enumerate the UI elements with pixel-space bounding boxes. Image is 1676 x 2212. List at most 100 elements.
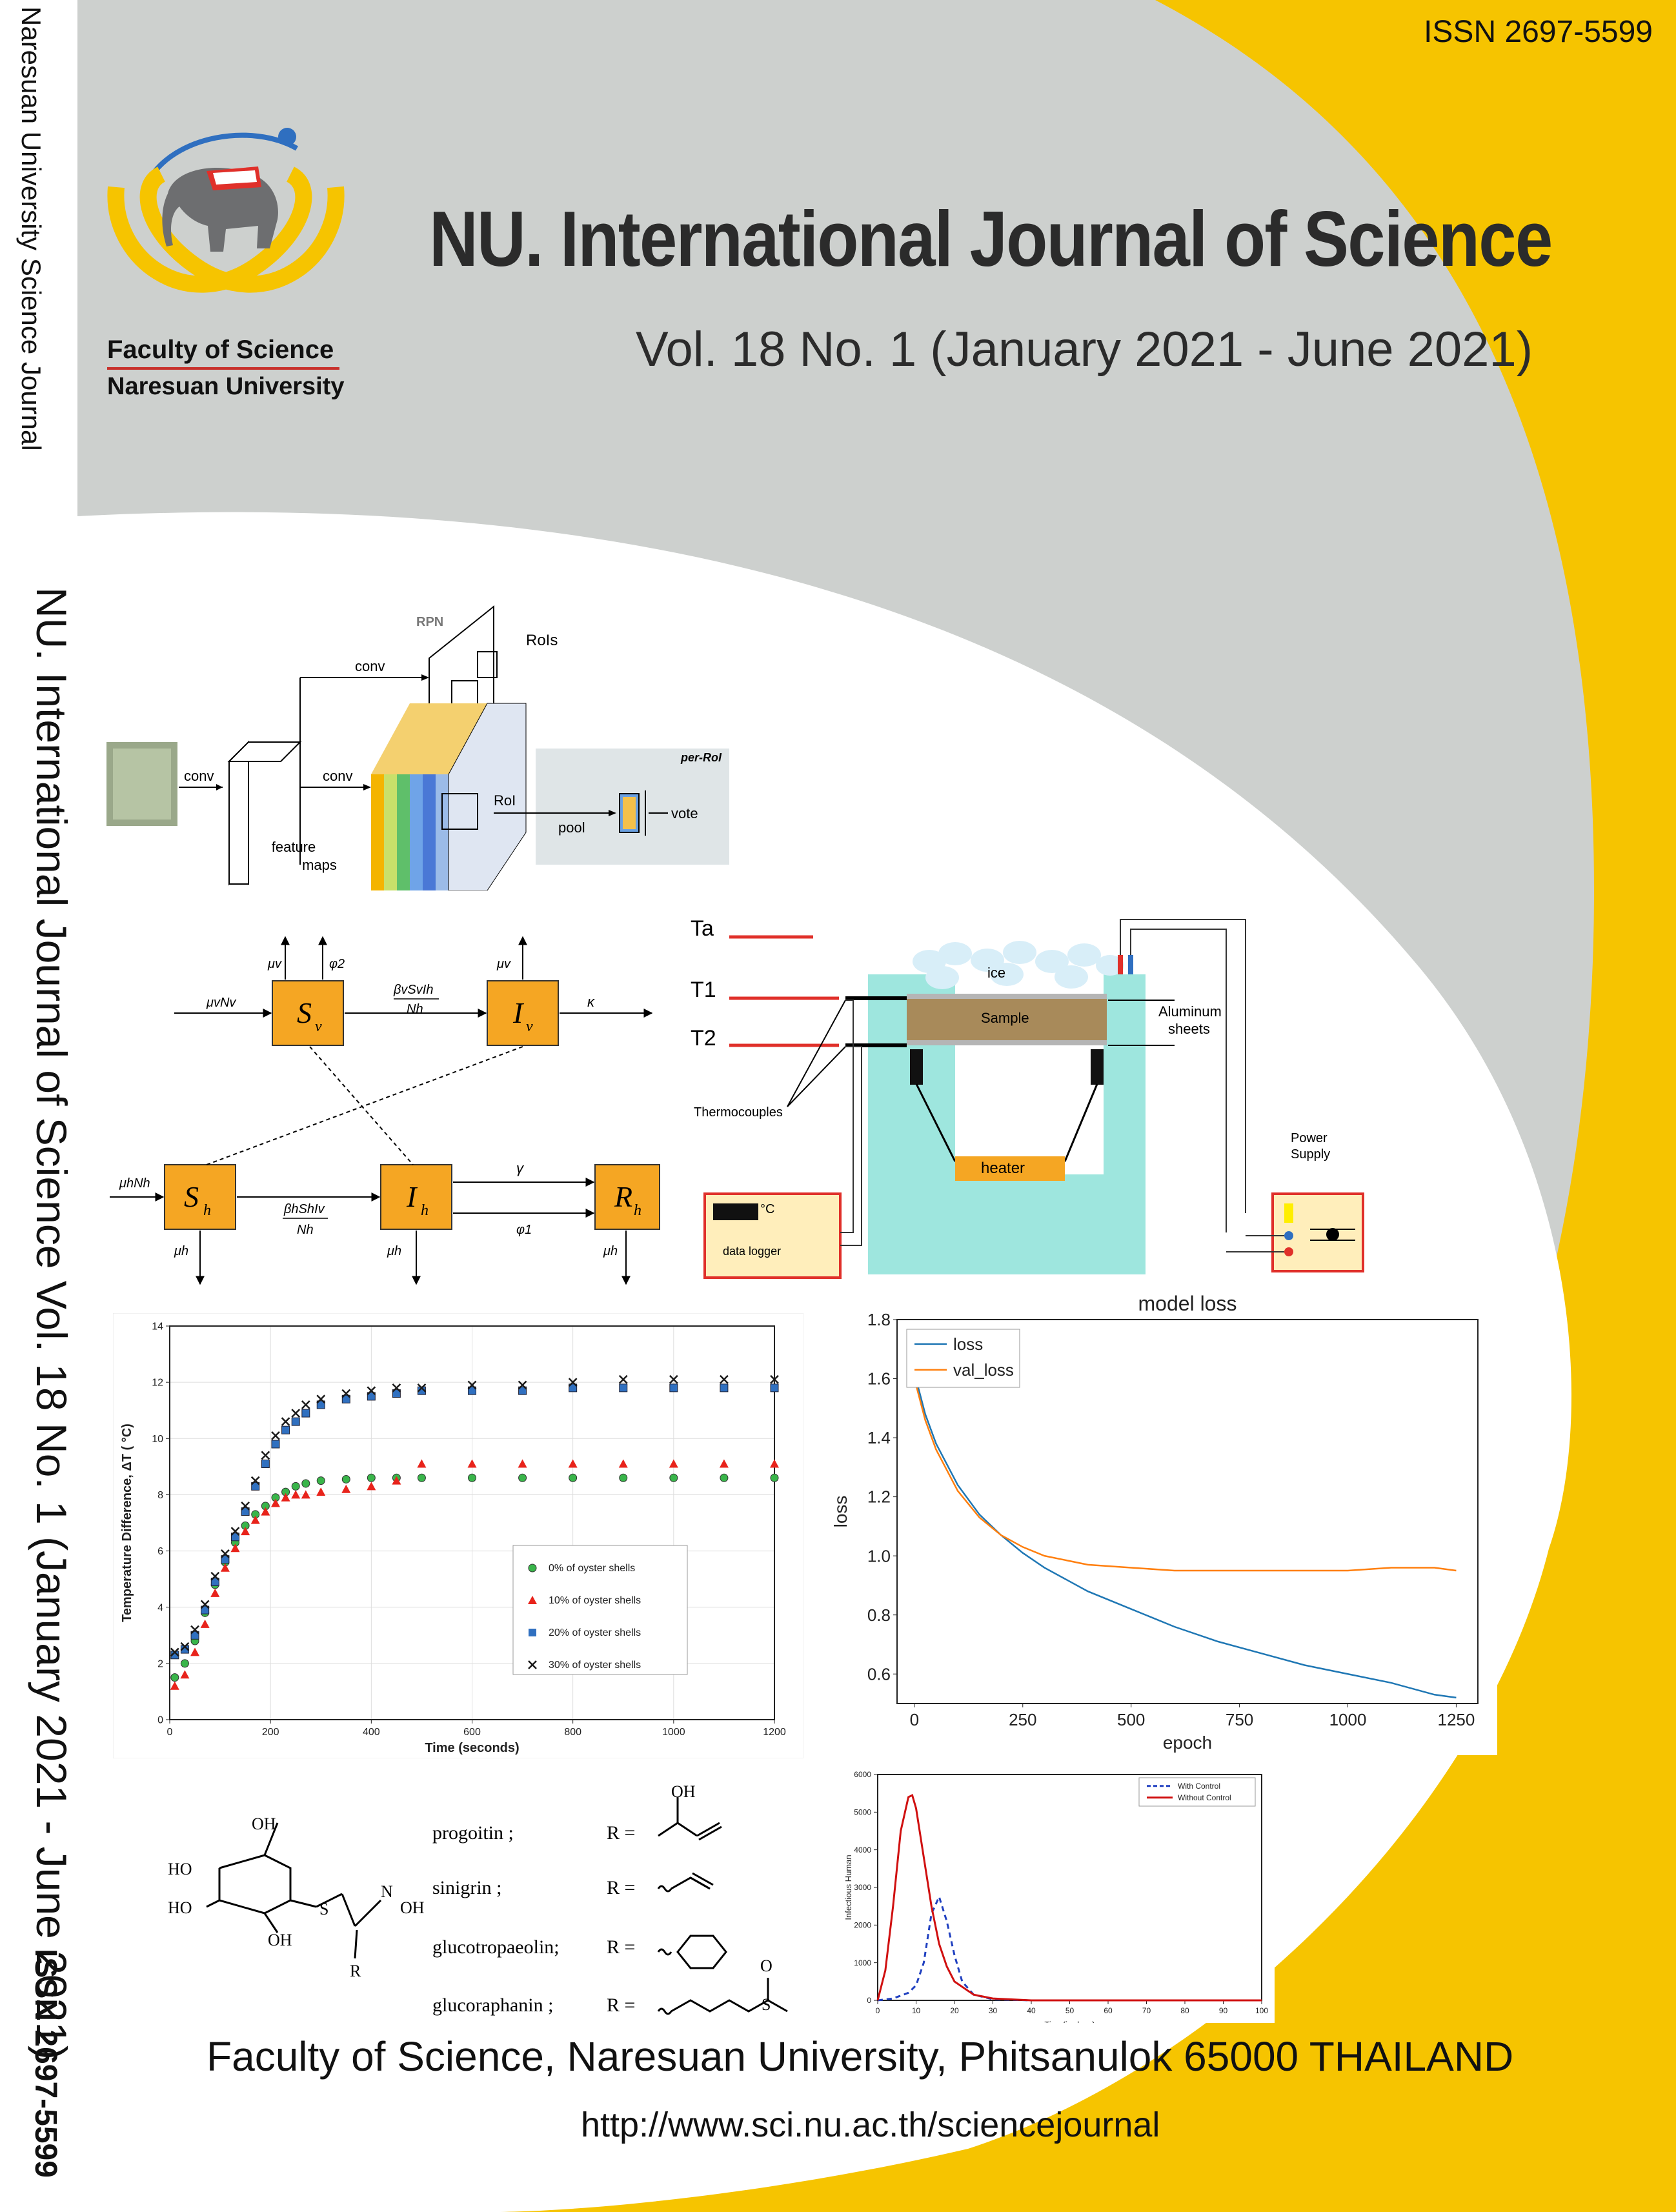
glucoraphanin-label: glucoraphanin ;: [432, 1995, 553, 2016]
legend-label: With Control: [1178, 1782, 1220, 1791]
data-point: [518, 1473, 527, 1482]
svg-text:OH: OH: [671, 1782, 696, 1801]
svg-text:h: h: [421, 1202, 429, 1219]
svg-text:μhNh: μhNh: [119, 1176, 150, 1191]
data-point: [301, 1400, 310, 1409]
svg-text:v: v: [315, 1018, 322, 1035]
svg-text:OH: OH: [252, 1815, 276, 1833]
faculty-logo: [107, 128, 345, 293]
svg-text:OH: OH: [400, 1898, 425, 1917]
apparatus-diagram: Ta T1 T2 ice Sample heater Aluminum shee…: [691, 916, 1364, 1279]
data-point: [720, 1473, 729, 1482]
x-tick-label: 500: [1117, 1710, 1145, 1729]
data-point: [250, 1515, 260, 1524]
svg-text:Ta: Ta: [691, 916, 714, 941]
y-tick-label: 4: [157, 1602, 163, 1613]
footer-address: Faculty of Science, Naresuan University,…: [207, 2033, 1514, 2080]
vote-label: vote: [671, 805, 698, 821]
temperature-chart: 0 200 400 600 800 1000 1200 0 2 4 6 8 10 12 14 Time (se…: [113, 1313, 803, 1758]
data-point: [468, 1386, 476, 1395]
footer-url[interactable]: http://www.sci.nu.ac.th/sciencejournal: [581, 2106, 1160, 2144]
svg-text:h: h: [634, 1202, 641, 1219]
svg-text:βvSvIh: βvSvIh: [393, 983, 433, 997]
legend-label: loss: [953, 1334, 983, 1354]
data-point: [291, 1417, 300, 1426]
model-loss-chart: 0 250 500 750 1000 1250 0.6 0.8 1.0 1.2 1.4 1.6 1.8 e…: [833, 1291, 1497, 1755]
data-point: [619, 1383, 628, 1393]
svg-text:Nh: Nh: [297, 1223, 314, 1237]
data-point: [261, 1451, 270, 1460]
svg-text:Thermocouples: Thermocouples: [694, 1105, 783, 1120]
svg-text:data logger: data logger: [723, 1245, 781, 1258]
data-point: [210, 1578, 219, 1586]
svg-text:Power: Power: [1291, 1131, 1328, 1145]
data-point: [770, 1374, 779, 1384]
data-point: [281, 1417, 290, 1427]
conv-label-2: conv: [323, 768, 352, 784]
data-point: [720, 1383, 729, 1393]
logo-underline: [107, 367, 339, 370]
x-tick-label: 10: [912, 2006, 921, 2015]
data-point: [291, 1490, 301, 1499]
sinigrin-label: sinigrin ;: [432, 1877, 502, 1898]
svg-text:S: S: [184, 1180, 199, 1213]
data-point: [619, 1473, 628, 1482]
y-tick-label: 1.2: [867, 1487, 891, 1507]
data-point: [281, 1493, 290, 1502]
x-tick-label: 200: [262, 1727, 279, 1738]
data-point: [170, 1647, 179, 1657]
y-tick-label: 3000: [854, 1883, 871, 1892]
data-point: [770, 1459, 779, 1468]
data-point: [341, 1394, 350, 1403]
data-point: [221, 1555, 230, 1564]
data-point: [392, 1383, 401, 1393]
svg-text:R =: R =: [607, 1822, 635, 1844]
legend-marker: [529, 1629, 536, 1636]
data-point: [341, 1474, 350, 1483]
volume-info: Vol. 18 No. 1 (January 2021 - June 2021): [636, 322, 1533, 377]
data-point: [770, 1473, 779, 1482]
y-tick-label: 10: [152, 1434, 163, 1445]
legend-box: [906, 1329, 1020, 1388]
data-point: [518, 1380, 527, 1390]
data-point: [316, 1394, 326, 1404]
svg-text:μh: μh: [174, 1244, 188, 1258]
svg-text:κ: κ: [587, 994, 595, 1010]
data-point: [271, 1431, 280, 1440]
data-point: [271, 1440, 280, 1449]
x-tick-label: 0: [910, 1710, 919, 1729]
x-axis-label: Time(in days): [1044, 2020, 1095, 2023]
rois-label: RoIs: [526, 632, 558, 649]
conv-label-3: conv: [355, 658, 385, 674]
plot-frame: [896, 1319, 1479, 1704]
svg-text:βhShIv: βhShIv: [283, 1202, 325, 1216]
x-tick-label: 90: [1219, 2006, 1228, 2015]
svg-text:h: h: [203, 1202, 211, 1219]
y-tick-label: 12: [152, 1378, 163, 1389]
data-point: [669, 1473, 678, 1482]
x-tick-label: 1200: [763, 1727, 786, 1738]
legend-label: Without Control: [1178, 1793, 1231, 1802]
svg-text:R =: R =: [607, 1995, 635, 2016]
data-point: [518, 1459, 527, 1468]
data-point: [518, 1386, 527, 1395]
legend-label: 20% of oyster shells: [549, 1627, 641, 1638]
legend-box: [512, 1545, 688, 1675]
x-tick-label: 250: [1009, 1710, 1036, 1729]
y-tick-label: 6: [157, 1546, 163, 1557]
svg-text:I: I: [512, 996, 525, 1029]
y-axis-label: Temperature Difference, ΔT ( °C): [120, 1423, 134, 1622]
series-line: [913, 1372, 1457, 1699]
data-point: [291, 1409, 301, 1418]
svg-text:R: R: [350, 1962, 361, 1980]
data-point: [341, 1484, 351, 1493]
data-point: [241, 1507, 250, 1516]
data-point: [669, 1459, 678, 1468]
data-point: [467, 1380, 477, 1390]
data-point: [367, 1392, 376, 1401]
data-point: [301, 1479, 310, 1488]
data-point: [190, 1631, 199, 1640]
journal-title: NU. International Journal of Science: [429, 195, 1553, 283]
data-point: [170, 1681, 179, 1690]
